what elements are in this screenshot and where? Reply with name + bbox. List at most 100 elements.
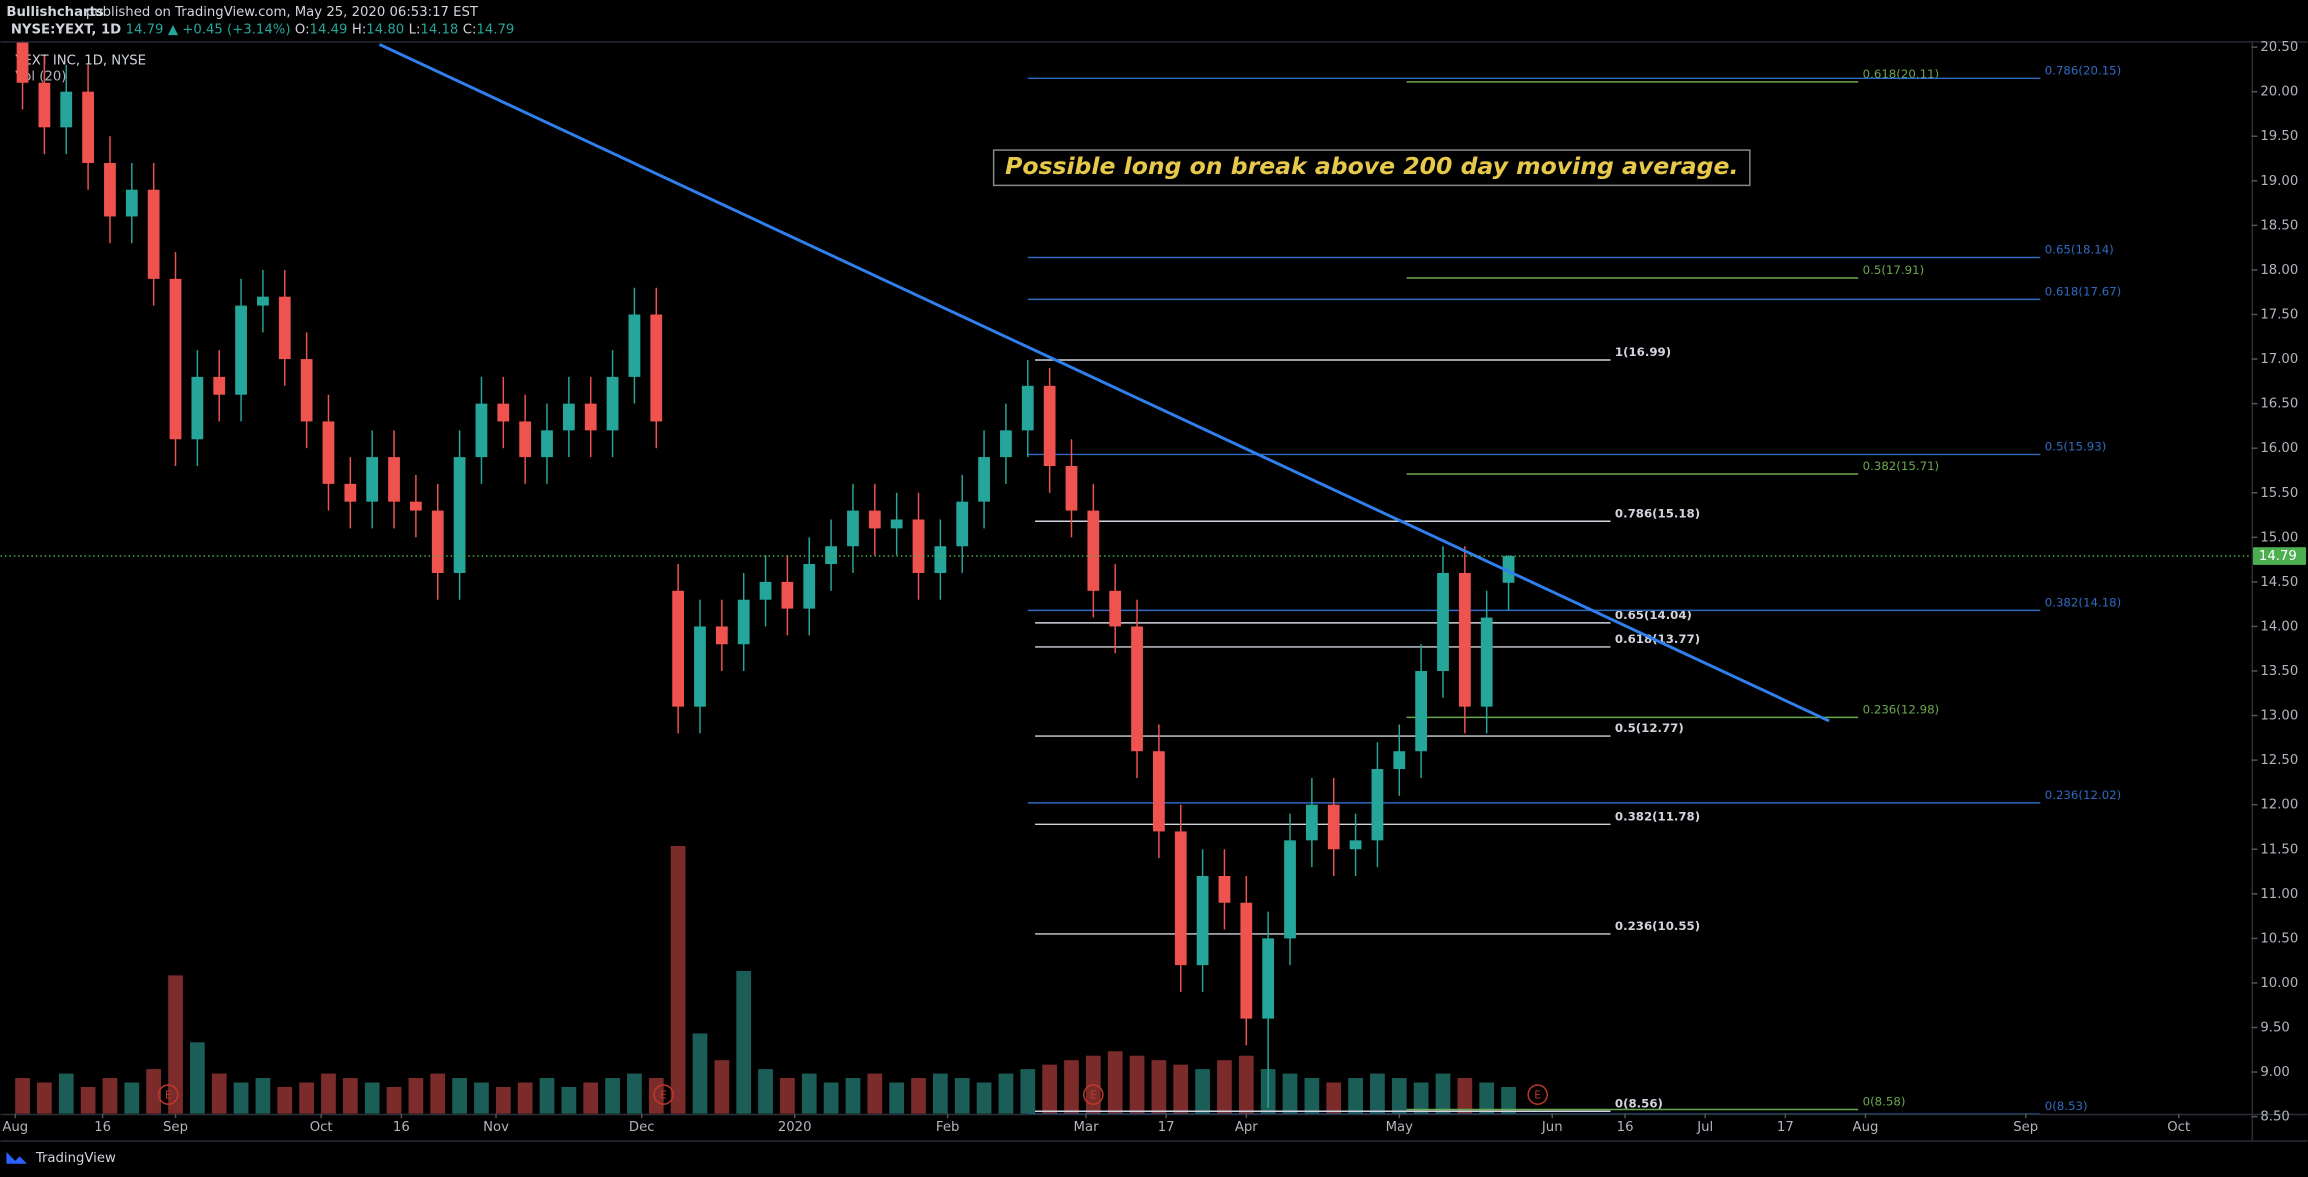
candle-body: [366, 457, 379, 502]
y-tick-label: 9.00: [2260, 1065, 2289, 1080]
volume-bar: [758, 1069, 773, 1114]
y-tick-label: 14.00: [2260, 619, 2298, 634]
earnings-label: E: [165, 1089, 172, 1101]
candle-body: [1262, 938, 1275, 1019]
y-tick-label: 11.50: [2260, 842, 2298, 857]
candle-body: [1371, 769, 1384, 841]
quote: NYSE:YEXT, 1D 14.79 ▲ +0.45 (+3.14%) O:14.4…: [11, 22, 514, 37]
volume-bar: [233, 1082, 249, 1114]
volume-bar: [364, 1082, 380, 1114]
x-tick-label: Feb: [936, 1120, 959, 1135]
x-tick-label: 16: [94, 1120, 111, 1135]
volume-bar: [1435, 1073, 1451, 1114]
header: Bullishcharts published on TradingView.c…: [6, 5, 514, 38]
footer-brand: TradingView: [35, 1151, 116, 1166]
candle-body: [410, 501, 422, 511]
volume-bar: [1195, 1069, 1210, 1114]
volume-bar: [299, 1082, 314, 1114]
last-price-label: 14.79: [2259, 549, 2297, 564]
author: Bullishcharts: [6, 5, 103, 20]
candle-body: [1458, 572, 1471, 707]
volume-bar: [1413, 1082, 1429, 1114]
fib-label: 0.65(18.14): [2045, 243, 2114, 257]
candle-body: [1000, 430, 1012, 458]
candle-body: [781, 581, 794, 609]
candle-body: [715, 626, 728, 645]
x-tick-label: 17: [1777, 1120, 1794, 1135]
volume-bar: [823, 1082, 839, 1114]
earnings-label: E: [1090, 1089, 1097, 1101]
candle-body: [672, 590, 685, 707]
fib-label: 0.786(20.15): [2045, 63, 2122, 77]
volume-bar: [342, 1078, 358, 1114]
candle-body: [628, 314, 641, 377]
candle-body: [519, 421, 532, 458]
volume-bar: [714, 1060, 730, 1114]
candle-body: [300, 359, 313, 422]
x-tick-label: Jun: [1541, 1120, 1563, 1135]
last-price: 14.79: [126, 22, 164, 37]
candle-body: [606, 376, 619, 431]
fib-label: 0.5(12.77): [1615, 721, 1684, 735]
volume-bar: [889, 1082, 905, 1114]
y-tick-label: 11.00: [2260, 887, 2298, 902]
fib-label: 0.382(15.71): [1863, 459, 1940, 473]
earnings-label: E: [660, 1089, 667, 1101]
ohlc-value: 14.18: [420, 22, 458, 37]
candle-body: [737, 599, 750, 645]
candle-body: [235, 305, 247, 395]
volume-bar: [670, 845, 686, 1114]
y-tick-label: 10.00: [2260, 976, 2298, 991]
volume-bar: [1282, 1073, 1298, 1114]
candle-body: [956, 501, 969, 547]
volume-bar: [1020, 1069, 1036, 1114]
volume-bar: [517, 1082, 533, 1114]
y-tick-label: 16.50: [2260, 397, 2298, 412]
logo: [6, 1151, 28, 1164]
volume-bar: [561, 1086, 577, 1114]
earnings-marker: [157, 1084, 179, 1105]
candle-body: [431, 510, 444, 573]
candle-body: [825, 546, 837, 565]
volume-bar: [386, 1086, 402, 1114]
x-tick-label: Aug: [2, 1120, 28, 1135]
candle-body: [541, 430, 553, 458]
change: ▲ +0.45 (+3.14%): [168, 22, 291, 37]
x-tick-label: Oct: [310, 1120, 333, 1135]
volume-layer: [15, 845, 1516, 1114]
volume-bar: [255, 1078, 271, 1114]
candle-body: [1284, 840, 1296, 939]
x-tick-label: 16: [1617, 1120, 1634, 1135]
volume-bar: [37, 1082, 52, 1114]
candle-body: [1109, 590, 1122, 627]
candle-body: [912, 519, 925, 573]
fib-label: 0.65(14.04): [1615, 608, 1692, 622]
candle-body: [497, 403, 510, 422]
y-tick-label: 20.00: [2260, 85, 2298, 100]
volume-bar: [648, 1078, 664, 1114]
volume-bar: [1348, 1078, 1363, 1114]
fib-label: 0.5(17.91): [1863, 263, 1925, 277]
candle-body: [104, 162, 116, 217]
volume-bar: [867, 1073, 883, 1114]
candle-body: [257, 296, 269, 306]
ohlc-key: C:: [463, 22, 477, 37]
volume-bar: [1479, 1082, 1495, 1114]
earnings-marker: [1083, 1084, 1104, 1105]
fib-label: 0.236(12.98): [1863, 702, 1940, 716]
volume-bar: [976, 1082, 992, 1114]
fib-label: 0(8.58): [1863, 1095, 1906, 1109]
y-tick-label: 20.50: [2260, 40, 2298, 55]
volume-bar: [474, 1082, 489, 1114]
ohlc-value: 14.49: [310, 22, 348, 37]
candle-body: [38, 82, 51, 128]
instrument-legend: YEXT INC, 1D, NYSE: [14, 53, 146, 68]
annotation-box: [992, 149, 1751, 187]
volume-bar: [1238, 1055, 1254, 1114]
volume-bar: [1457, 1078, 1473, 1114]
candle-body: [978, 457, 990, 502]
y-tick-label: 18.50: [2260, 218, 2298, 233]
volume-bar: [15, 1078, 30, 1114]
candle-body: [759, 581, 772, 600]
